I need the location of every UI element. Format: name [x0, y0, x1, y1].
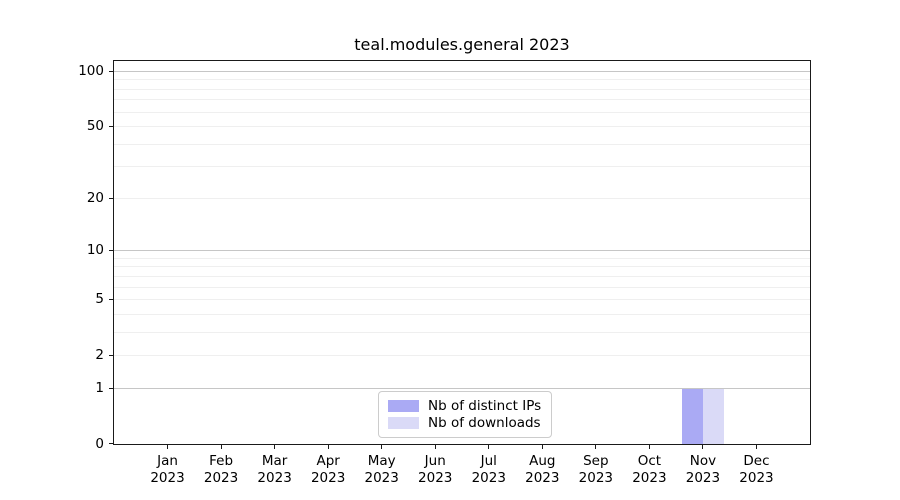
gridline-minor	[114, 275, 810, 277]
gridline-minor	[114, 313, 810, 315]
x-axis-tick	[595, 445, 597, 449]
y-tick-label: 1	[95, 379, 104, 396]
gridline-minor	[114, 331, 810, 333]
x-tick-label: Sep 2023	[578, 453, 614, 486]
legend-item-distinct-ips: Nb of distinct IPs	[388, 397, 543, 415]
x-tick-label: Apr 2023	[310, 453, 346, 486]
bar-distinct-ips	[681, 387, 703, 444]
gridline-minor	[114, 355, 810, 357]
y-axis-tick	[109, 198, 113, 199]
x-tick-label: Mar 2023	[257, 453, 292, 486]
x-tick-label: Oct 2023	[632, 453, 667, 486]
x-axis-tick	[274, 445, 276, 449]
gridline-major	[114, 387, 810, 389]
gridline-minor	[114, 257, 810, 259]
x-axis-tick	[648, 445, 650, 449]
y-axis-tick	[109, 250, 113, 251]
gridline-minor	[114, 99, 810, 101]
x-tick-label: Nov 2023	[685, 453, 721, 486]
y-axis-tick	[109, 299, 113, 300]
y-axis-tick	[109, 355, 113, 356]
x-tick-label: Jun 2023	[418, 453, 453, 486]
x-tick-label: Aug 2023	[525, 453, 560, 486]
gridline-minor	[114, 286, 810, 288]
x-axis-tick	[702, 445, 704, 449]
x-tick-label: Feb 2023	[203, 453, 239, 486]
y-axis-tick	[109, 71, 113, 72]
gridline-major	[114, 250, 810, 252]
x-axis-tick	[220, 445, 222, 449]
y-tick-label: 10	[86, 242, 104, 259]
chart-title: teal.modules.general 2023	[354, 35, 570, 54]
y-tick-label: 20	[86, 189, 104, 206]
x-axis-tick	[167, 445, 169, 449]
y-tick-label: 100	[78, 62, 104, 79]
x-tick-label: May 2023	[364, 453, 399, 486]
y-axis-tick	[109, 388, 113, 389]
x-tick-label: Jul 2023	[471, 453, 506, 486]
bar-downloads	[702, 387, 725, 444]
y-tick-label: 5	[95, 291, 104, 308]
gridline-minor	[114, 166, 810, 168]
plot-area: Nb of distinct IPs Nb of downloads 0 1 2 5 1…	[78, 60, 811, 486]
y-axis-tick	[109, 126, 113, 127]
y-axis-tick	[109, 443, 113, 444]
x-axis-tick	[434, 445, 436, 449]
y-tick-label: 50	[86, 118, 104, 135]
gridline-major	[114, 70, 810, 72]
gridline-minor	[114, 143, 810, 145]
x-axis-tick	[541, 445, 543, 449]
legend-item-downloads: Nb of downloads	[388, 415, 543, 433]
legend-label-downloads: Nb of downloads	[428, 415, 541, 432]
x-axis-tick	[327, 445, 329, 449]
gridline-minor	[114, 88, 810, 90]
legend: Nb of distinct IPs Nb of downloads	[378, 391, 552, 438]
x-axis-tick	[755, 445, 757, 449]
gridline-minor	[114, 79, 810, 81]
gridline-minor	[114, 126, 810, 128]
x-axis-tick	[381, 445, 383, 449]
gridline-minor	[114, 197, 810, 199]
y-tick-label: 2	[95, 347, 104, 364]
x-tick-label: Dec 2023	[739, 453, 774, 486]
y-tick-label: 0	[95, 436, 104, 452]
gridline-minor	[114, 299, 810, 301]
legend-swatch-distinct-ips	[388, 399, 419, 412]
gridline-minor	[114, 266, 810, 268]
legend-swatch-downloads	[388, 417, 419, 430]
x-axis-tick	[488, 445, 490, 449]
gridline-minor	[114, 111, 810, 113]
legend-label-distinct-ips: Nb of distinct IPs	[428, 397, 542, 414]
x-tick-label: Jan 2023	[150, 453, 185, 486]
